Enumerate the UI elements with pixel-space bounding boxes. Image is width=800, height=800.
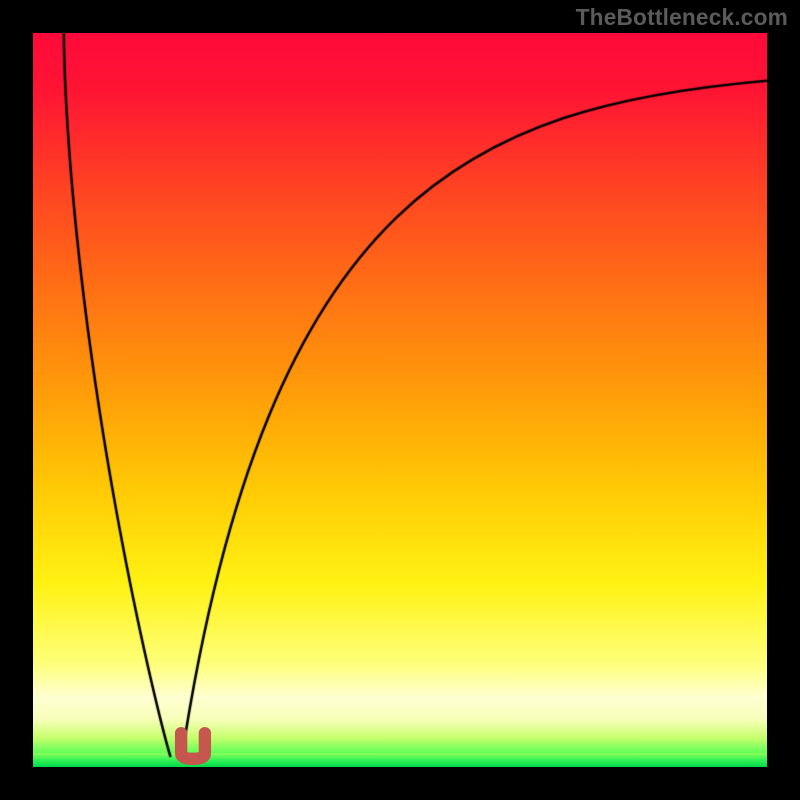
bottleneck-curve [33,33,767,767]
figure-root: TheBottleneck.com [0,0,800,800]
watermark-text: TheBottleneck.com [576,4,788,31]
plot-area [33,33,767,767]
